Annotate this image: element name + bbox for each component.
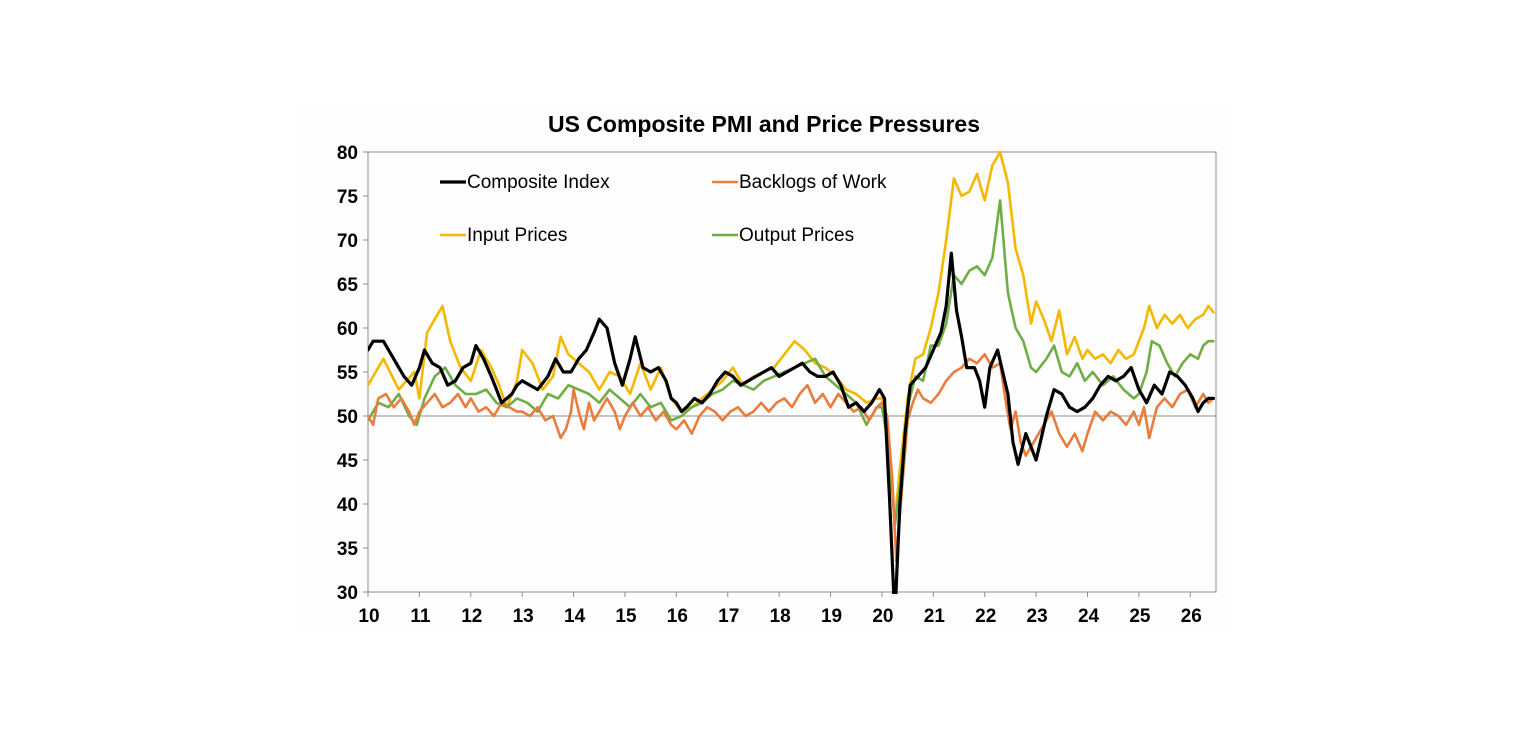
x-tick-label: 23 bbox=[1027, 606, 1048, 627]
x-tick-label: 20 bbox=[872, 606, 893, 627]
legend-label-output-prices: Output Prices bbox=[739, 225, 854, 246]
x-tick-label: 26 bbox=[1181, 606, 1202, 627]
y-tick-label: 75 bbox=[337, 187, 359, 208]
series-line-input-prices bbox=[368, 150, 1215, 523]
y-tick-label: 45 bbox=[337, 451, 359, 472]
series-line-backlogs-of-work bbox=[368, 353, 1215, 563]
y-tick-label: 70 bbox=[337, 231, 358, 252]
legend-label-composite-index: Composite Index bbox=[467, 172, 610, 193]
x-tick-label: 10 bbox=[358, 606, 379, 627]
y-tick-label: 35 bbox=[337, 539, 359, 560]
x-tick-label: 18 bbox=[770, 606, 791, 627]
chart-card: US Composite PMI and Price Pressures 80 7… bbox=[294, 102, 1235, 629]
x-tick-label: 14 bbox=[564, 606, 586, 627]
series-line-output-prices bbox=[368, 199, 1215, 528]
x-tick-label: 17 bbox=[718, 606, 739, 627]
x-tick-label: 13 bbox=[513, 606, 534, 627]
legend-label-backlogs-of-work: Backlogs of Work bbox=[739, 172, 887, 193]
x-tick-label: 11 bbox=[410, 606, 431, 627]
x-tick-label: 21 bbox=[924, 606, 946, 627]
series-line-composite-index bbox=[368, 251, 1215, 594]
y-tick-label: 40 bbox=[337, 495, 358, 516]
x-tick-label: 15 bbox=[615, 606, 637, 627]
plot-frame bbox=[367, 151, 1217, 593]
x-tick-label: 24 bbox=[1078, 606, 1100, 627]
chart-title: US Composite PMI and Price Pressures bbox=[548, 111, 980, 137]
x-tick-label: 19 bbox=[821, 606, 842, 627]
x-tick-label: 25 bbox=[1129, 606, 1151, 627]
legend: Composite Index Backlogs of Work Input Pri… bbox=[440, 172, 887, 246]
x-tick-label: 12 bbox=[461, 606, 482, 627]
y-tick-label: 65 bbox=[337, 275, 359, 296]
x-tick-label: 16 bbox=[667, 606, 688, 627]
y-tick-label: 30 bbox=[337, 583, 358, 604]
y-tick-label: 60 bbox=[337, 319, 358, 340]
chart-svg: US Composite PMI and Price Pressures 80 7… bbox=[337, 111, 1217, 627]
legend-label-input-prices: Input Prices bbox=[467, 225, 567, 246]
y-tick-label: 50 bbox=[337, 407, 358, 428]
x-tick-label: 22 bbox=[975, 606, 996, 627]
y-tick-label: 80 bbox=[337, 143, 358, 164]
series-layer bbox=[368, 150, 1215, 594]
y-tick-label: 55 bbox=[337, 363, 359, 384]
